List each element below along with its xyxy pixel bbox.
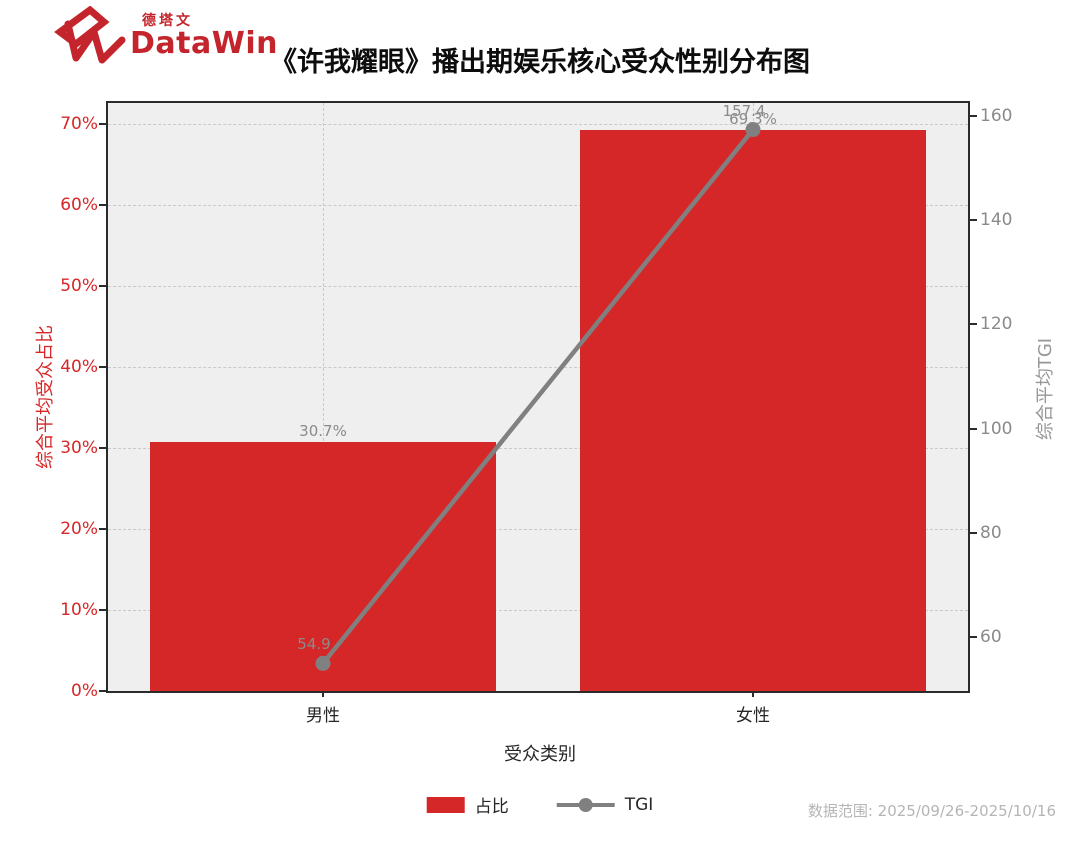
gridline-horizontal (108, 286, 968, 288)
legend: 占比 TGI (426, 792, 654, 817)
left-axis-tick-mark (99, 204, 108, 207)
tgi-value-label: 157.4 (722, 101, 766, 120)
left-axis-tick-mark (99, 690, 108, 692)
legend-bar-label: 占比 (474, 797, 509, 817)
tgi-line-layer (315, 122, 761, 671)
left-axis-tick-label: 40% (60, 357, 98, 378)
left-axis-tick-mark (99, 447, 108, 450)
left-axis-tick-label: 30% (60, 438, 98, 459)
bar-value-label: 69.3% (729, 109, 777, 128)
x-axis-title: 受众类别 (504, 744, 576, 765)
left-axis-tick-label: 20% (60, 519, 98, 540)
right-axis-tick-label: 160 (980, 106, 1013, 127)
legend-bar-swatch (426, 796, 465, 813)
gridline-horizontal (108, 124, 968, 126)
plot-area (106, 101, 970, 693)
right-axis-tick-label: 120 (980, 314, 1013, 335)
left-axis-title: 综合平均受众占比 (35, 325, 56, 469)
left-axis-tick-label: 10% (60, 600, 98, 620)
gridline-horizontal (108, 448, 968, 450)
x-axis-tick-mark (322, 691, 324, 697)
tgi-line (321, 128, 755, 665)
x-tick-label-女性: 女性 (736, 706, 770, 726)
x-tick-label-男性: 男性 (306, 706, 340, 726)
right-axis-tick-mark (968, 323, 977, 326)
gridline-horizontal (108, 610, 968, 611)
legend-line-label: TGI (624, 794, 654, 815)
left-axis-tick-label: 70% (60, 114, 98, 135)
left-axis-tick-mark (99, 123, 108, 126)
gridline-horizontal (108, 529, 968, 531)
datawin-logo: 德塔文 DataWin (46, 4, 278, 68)
tgi-marker (745, 122, 761, 138)
right-axis-tick-mark (968, 115, 977, 118)
gridline-vertical (323, 103, 324, 691)
right-axis-tick-mark (968, 531, 977, 534)
chart-title: 《许我耀眼》播出期娱乐核心受众性别分布图 (270, 47, 810, 78)
left-axis-tick-mark (99, 285, 108, 288)
logo-chinese-text: 德塔文 (142, 13, 193, 29)
right-axis-tick-label: 100 (980, 418, 1013, 439)
tgi-marker (315, 655, 331, 671)
left-axis-tick-mark (99, 609, 108, 611)
right-axis-tick-label: 140 (980, 210, 1013, 231)
gridline-horizontal (108, 205, 968, 207)
left-axis-tick-label: 50% (60, 276, 98, 297)
gridline-horizontal (108, 367, 968, 369)
datawin-logo-icon (54, 6, 126, 64)
left-axis-tick-label: 0% (71, 681, 98, 701)
right-axis-tick-mark (968, 427, 977, 430)
left-axis-tick-mark (99, 366, 108, 369)
left-axis-tick-mark (99, 528, 108, 531)
legend-line-swatch (556, 797, 615, 813)
bar-男性 (150, 442, 496, 691)
right-axis-tick-mark (968, 219, 977, 222)
x-axis-tick-mark (752, 691, 754, 697)
right-axis-title: 综合平均TGI (1035, 337, 1056, 441)
bar-女性 (580, 129, 926, 691)
right-axis-tick-mark (968, 635, 977, 638)
data-range-note: 数据范围: 2025/09/26-2025/10/16 (807, 802, 1056, 820)
logo-english-text: DataWin (130, 26, 278, 61)
bar-value-label: 30.7% (299, 422, 347, 441)
left-axis-tick-label: 60% (60, 195, 98, 216)
right-axis-tick-label: 60 (980, 626, 1002, 647)
tgi-value-label: 54.9 (297, 635, 331, 654)
right-axis-tick-label: 80 (980, 522, 1002, 543)
